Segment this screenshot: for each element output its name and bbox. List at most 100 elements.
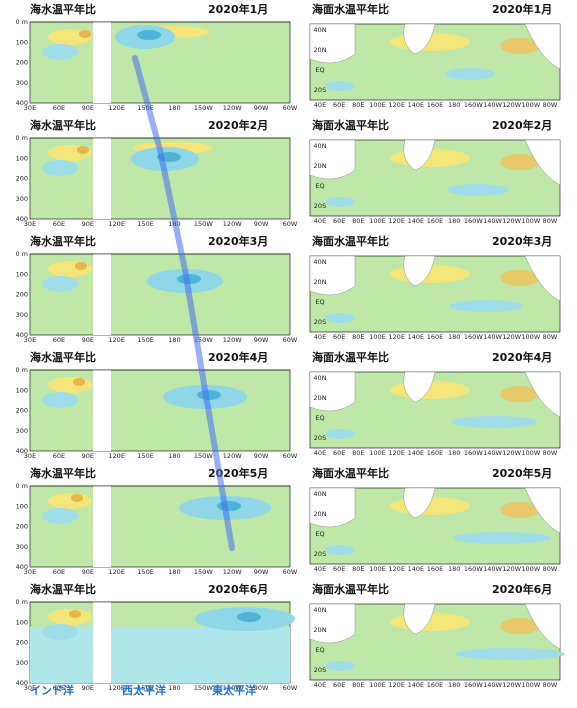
basin-label: インド洋 (30, 683, 74, 697)
y-tick-label: 400 (16, 679, 28, 687)
cool (42, 276, 78, 292)
panel-title: 海面水温平年比 (312, 118, 389, 132)
x-tick-label: 160E (427, 101, 444, 109)
x-tick-label: 160W (464, 217, 483, 225)
x-tick-label: 100W (521, 449, 540, 457)
land-gap (93, 602, 111, 683)
x-tick-label: 160W (464, 681, 483, 689)
panel-title: 海水温平年比 (30, 582, 96, 596)
x-tick-label: 150E (137, 684, 154, 692)
y-tick-label: 300 (16, 427, 28, 435)
x-tick-label: 140W (483, 565, 502, 573)
x-tick-label: 120E (108, 220, 125, 228)
x-tick-label: 60W (283, 220, 298, 228)
x-tick-label: 40E (314, 681, 326, 689)
x-tick-label: 100W (521, 333, 540, 341)
x-tick-label: 150W (194, 568, 213, 576)
x-tick-label: 100E (369, 333, 386, 341)
y-tick-label: 100 (16, 386, 28, 394)
land-gap (93, 138, 111, 219)
x-tick-label: 30E (24, 568, 36, 576)
cool-core (237, 612, 261, 622)
x-tick-label: 60E (333, 333, 345, 341)
x-tick-label: 120E (108, 684, 125, 692)
x-tick-label: 30E (24, 336, 36, 344)
x-tick-label: 80W (543, 681, 558, 689)
x-tick-label: 150W (194, 104, 213, 112)
land-gap (93, 370, 111, 451)
x-tick-label: 140W (483, 217, 502, 225)
x-tick-label: 60W (283, 104, 298, 112)
x-tick-label: 120W (502, 333, 521, 341)
cool (449, 300, 523, 312)
x-tick-label: 90W (254, 336, 269, 344)
x-tick-label: 150W (194, 684, 213, 692)
cool (325, 429, 355, 439)
x-tick-label: 90E (82, 220, 94, 228)
cool (445, 68, 495, 80)
cool (325, 197, 355, 207)
x-tick-label: 150E (137, 452, 154, 460)
x-tick-label: 150E (137, 220, 154, 228)
x-tick-label: 120E (388, 449, 405, 457)
cool (447, 184, 509, 196)
x-tick-label: 150W (194, 336, 213, 344)
x-tick-label: 30E (24, 104, 36, 112)
x-tick-label: 90E (82, 568, 94, 576)
x-tick-label: 160E (427, 333, 444, 341)
y-tick-label: EQ (315, 530, 324, 538)
y-tick-label: 100 (16, 618, 28, 626)
x-tick-label: 80E (352, 565, 364, 573)
x-tick-label: 60W (283, 684, 298, 692)
warm (500, 270, 540, 286)
x-tick-label: 40E (314, 217, 326, 225)
x-tick-label: 60E (333, 681, 345, 689)
land (309, 603, 356, 644)
cool (42, 160, 78, 176)
y-tick-label: 100 (16, 270, 28, 278)
y-tick-label: 0 m (15, 366, 28, 374)
y-tick-label: 40N (313, 606, 326, 614)
x-tick-label: 120E (388, 681, 405, 689)
x-tick-label: 160E (427, 217, 444, 225)
land (309, 255, 356, 296)
x-tick-label: 40E (314, 101, 326, 109)
x-tick-label: 140E (408, 101, 425, 109)
y-tick-label: 20N (313, 510, 326, 518)
basin-label: 西太平洋 (122, 683, 166, 697)
cool (325, 661, 355, 671)
y-tick-label: 40N (313, 142, 326, 150)
panel-title: 海水温平年比 (30, 350, 96, 364)
x-tick-label: 140W (483, 681, 502, 689)
x-tick-label: 60E (53, 568, 65, 576)
warm (500, 386, 540, 402)
x-tick-label: 160W (464, 449, 483, 457)
x-tick-label: 100W (521, 681, 540, 689)
x-tick-label: 30E (24, 684, 36, 692)
x-tick-label: 120E (388, 565, 405, 573)
x-tick-label: 80E (352, 217, 364, 225)
land-gap (93, 486, 111, 567)
y-tick-label: 0 m (15, 18, 28, 26)
warm (71, 494, 83, 502)
panel-title: 海面水温平年比 (312, 350, 389, 364)
x-tick-label: 120E (388, 101, 405, 109)
x-tick-label: 90W (254, 568, 269, 576)
panel-title: 海面水温平年比 (312, 582, 389, 596)
x-tick-label: 60E (333, 449, 345, 457)
y-tick-label: 200 (16, 175, 28, 183)
x-tick-label: 180 (448, 565, 460, 573)
y-tick-label: 20S (314, 434, 326, 442)
y-tick-label: 400 (16, 563, 28, 571)
y-tick-label: 200 (16, 407, 28, 415)
cool-core (137, 30, 161, 40)
x-tick-label: 80W (543, 565, 558, 573)
y-tick-label: 20S (314, 86, 326, 94)
x-tick-label: 120W (223, 336, 242, 344)
land (403, 371, 436, 403)
y-tick-label: 40N (313, 258, 326, 266)
x-tick-label: 40E (314, 449, 326, 457)
y-tick-label: 300 (16, 311, 28, 319)
warm (500, 502, 540, 518)
